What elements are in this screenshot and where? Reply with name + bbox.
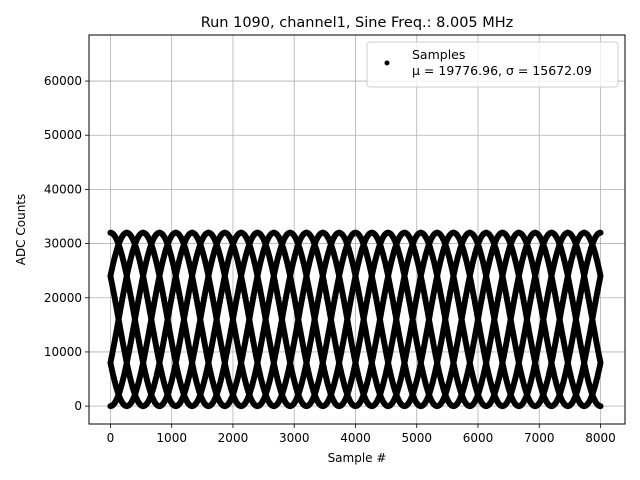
y-tick-label: 20000 (44, 291, 82, 305)
x-tick-label: 7000 (524, 431, 555, 445)
legend-label: Samples (412, 47, 465, 62)
y-tick-label: 10000 (44, 345, 82, 359)
series-samples-points (107, 229, 604, 410)
y-tick-label: 60000 (44, 74, 82, 88)
x-axis-ticks: 0 1000 2000 3000 4000 5000 6000 7000 8000 (107, 424, 616, 445)
legend-marker (384, 60, 390, 66)
x-tick-label: 5000 (401, 431, 432, 445)
legend-stats: μ = 19776.96, σ = 15672.09 (412, 63, 592, 78)
legend-box (366, 41, 619, 88)
y-axis-label: ADC Counts (14, 194, 28, 266)
y-tick-label: 50000 (44, 128, 82, 142)
x-tick-label: 4000 (340, 431, 371, 445)
x-tick-label: 6000 (463, 431, 494, 445)
y-tick-label: 40000 (44, 182, 82, 196)
y-tick-label: 30000 (44, 237, 82, 251)
x-tick-label: 0 (107, 431, 115, 445)
x-tick-label: 1000 (156, 431, 187, 445)
y-tick-label: 0 (74, 399, 82, 413)
x-tick-label: 8000 (585, 431, 616, 445)
data-series-samples (107, 229, 604, 410)
plot-frame (88, 34, 626, 425)
legend: Samples μ = 19776.96, σ = 15672.09 (366, 41, 619, 88)
x-axis-label: Sample # (328, 451, 387, 465)
x-tick-label: 3000 (279, 431, 310, 445)
y-axis-ticks: 0 10000 20000 30000 40000 50000 60000 (44, 74, 89, 413)
chart-title: Run 1090, channel1, Sine Freq.: 8.005 MH… (201, 15, 514, 31)
x-tick-label: 2000 (218, 431, 249, 445)
